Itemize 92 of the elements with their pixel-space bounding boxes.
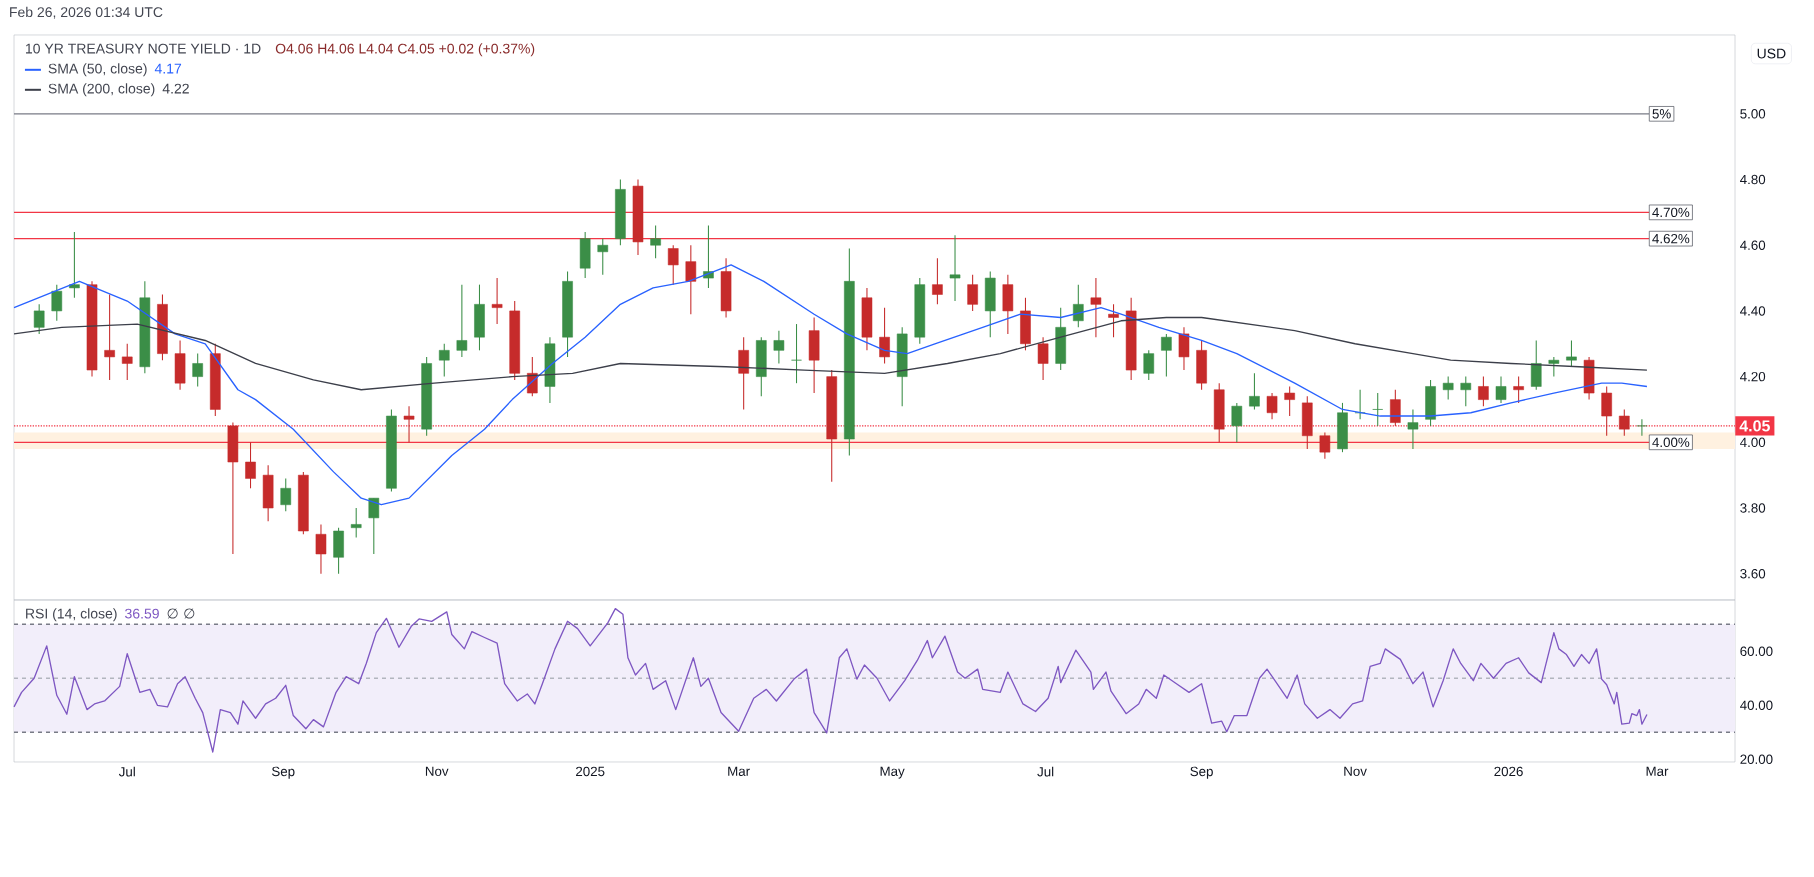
candlestick — [949, 234, 961, 302]
candlestick — [456, 284, 468, 358]
legend-label: SMA (50, close) — [48, 63, 147, 77]
candlestick — [1073, 284, 1084, 328]
candlestick — [1231, 402, 1243, 443]
candlestick — [738, 336, 749, 410]
candlestick — [1566, 339, 1577, 368]
chart-title: 10 YR TREASURY NOTE YIELD · 1D — [26, 43, 261, 54]
candlestick — [315, 523, 327, 575]
y-tick-label: 4.20 — [1740, 371, 1766, 382]
y-tick-label: 20.00 — [1740, 754, 1773, 764]
candlestick — [192, 353, 203, 388]
candlestick — [1266, 392, 1278, 420]
x-tick-label: Jul — [118, 766, 135, 777]
candlestick — [791, 323, 802, 384]
annotation: 36.59 — [125, 608, 159, 619]
x-tick-label: Mar — [1646, 766, 1669, 776]
candlestick — [1478, 376, 1489, 407]
y-tick-label: 5.00 — [1740, 109, 1766, 119]
candlestick — [967, 274, 978, 312]
candlestick — [1319, 431, 1331, 460]
x-tick-label: Mar — [728, 766, 750, 776]
candlestick — [104, 293, 115, 381]
candlestick — [1460, 376, 1472, 407]
candlestick — [280, 477, 292, 512]
ref-line-label: 4.62% — [1652, 233, 1690, 244]
y-axis-title: USD — [1757, 48, 1786, 59]
annotation: 4.17 — [154, 63, 182, 74]
candlestick — [1495, 376, 1507, 404]
candlestick — [1442, 376, 1454, 401]
candlestick — [1372, 392, 1384, 427]
candlestick — [932, 257, 943, 305]
candlestick — [1161, 333, 1172, 378]
annotation: 4.22 — [162, 83, 189, 94]
text: RSI (14, close) — [26, 608, 117, 622]
candlestick — [685, 244, 697, 315]
ref-line-label: 4.00% — [1652, 437, 1690, 448]
candlestick — [121, 343, 133, 381]
candlestick — [667, 244, 679, 286]
candlestick — [773, 330, 785, 365]
y-tick-label: 4.00 — [1740, 437, 1766, 448]
candlestick — [1530, 339, 1542, 391]
candlestick — [491, 277, 503, 325]
candlestick — [1249, 372, 1260, 410]
annotation: ∅ ∅ — [167, 608, 195, 619]
candlestick — [245, 441, 256, 489]
ref-line-label: 4.05 — [1739, 420, 1770, 432]
y-tick-label: 3.80 — [1740, 503, 1766, 513]
candlestick — [350, 507, 362, 539]
candlestick — [438, 343, 450, 378]
candlestick — [33, 303, 45, 335]
candlestick — [1143, 349, 1155, 381]
candlestick — [51, 284, 63, 322]
candlestick — [1090, 277, 1102, 338]
line-series — [13, 316, 1648, 391]
candlestick — [1354, 389, 1366, 420]
candlestick — [1108, 303, 1119, 338]
x-tick-label: 2025 — [576, 766, 605, 777]
candlestick — [1284, 385, 1295, 417]
candlestick — [1178, 326, 1190, 371]
candlestick — [1548, 356, 1560, 378]
candlestick — [879, 307, 890, 365]
x-tick-label: May — [880, 766, 905, 779]
ref-line-label: 5% — [1652, 109, 1671, 119]
candlestick — [1390, 389, 1401, 427]
candlestick — [597, 238, 609, 276]
candlestick — [1513, 376, 1524, 404]
legend-label: SMA (200, close) — [48, 83, 155, 97]
candlestick — [403, 405, 415, 443]
y-tick-label: 4.80 — [1740, 174, 1766, 185]
x-tick-label: Sep — [1190, 766, 1213, 779]
x-tick-label: Jul — [1037, 766, 1054, 777]
text: O4.06 H4.06 L4.04 C4.05 +0.02 (+0.37%) — [275, 43, 535, 57]
candlestick — [1636, 418, 1648, 437]
candlestick — [650, 224, 661, 259]
y-tick-label: 3.60 — [1740, 568, 1766, 579]
ref-line-label: 4.70% — [1652, 207, 1690, 218]
candlestick — [1601, 385, 1612, 437]
x-tick-label: Nov — [425, 766, 449, 776]
candlestick — [1037, 336, 1049, 381]
x-tick-label: Nov — [1344, 766, 1367, 776]
text: Feb 26, 2026 01:34 UTC — [10, 6, 163, 19]
y-tick-label: 40.00 — [1740, 700, 1773, 710]
y-tick-label: 4.60 — [1740, 240, 1766, 250]
candlestick — [69, 231, 80, 299]
candlestick — [368, 497, 380, 555]
y-tick-label: 4.40 — [1740, 306, 1766, 316]
y-tick-label: 60.00 — [1740, 646, 1773, 656]
candlestick — [1618, 408, 1630, 437]
x-tick-label: Sep — [271, 766, 295, 779]
x-tick-label: 2026 — [1494, 766, 1523, 777]
candlestick — [1407, 408, 1419, 450]
